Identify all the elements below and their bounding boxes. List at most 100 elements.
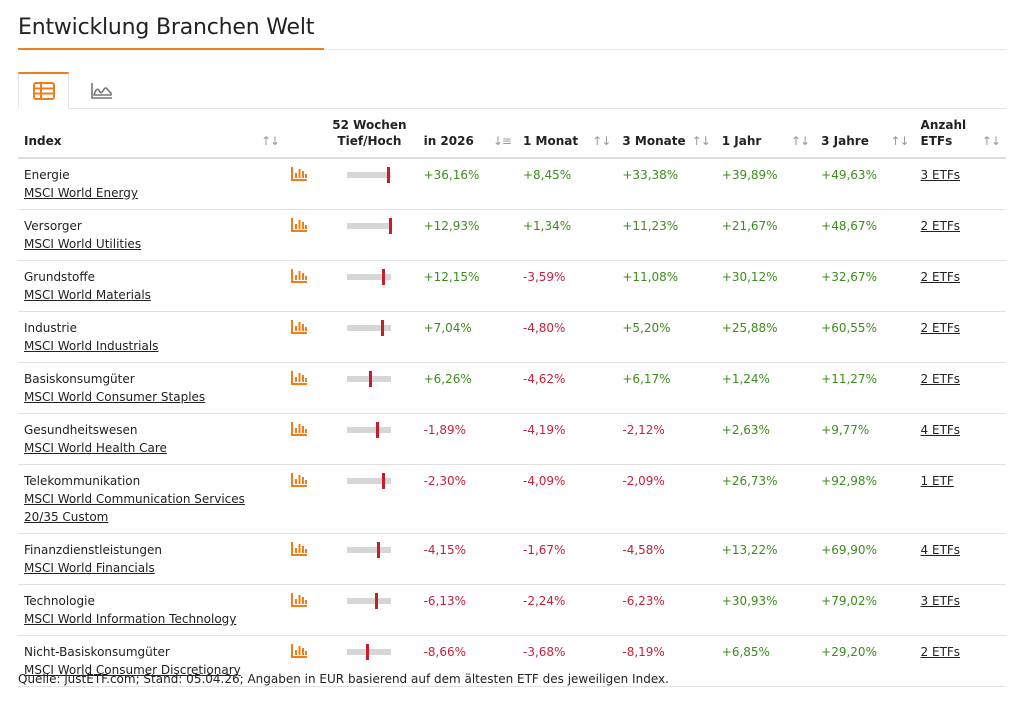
- col-header-1y[interactable]: 1 Jahr ↑↓: [715, 110, 816, 159]
- index-link[interactable]: MSCI World Materials: [24, 288, 151, 302]
- col-label-ytd: in 2026: [423, 134, 474, 148]
- ytd-value: +7,04%: [423, 321, 472, 335]
- bar-chart-icon[interactable]: [291, 593, 308, 612]
- index-link[interactable]: MSCI World Communication Services 20/35 …: [24, 492, 245, 524]
- 1m-cell: +8,45%: [516, 158, 617, 210]
- etf-count-link[interactable]: 3 ETFs: [920, 168, 961, 182]
- index-link[interactable]: MSCI World Information Technology: [24, 612, 237, 626]
- 3y-value: +60,55%: [821, 321, 877, 335]
- col-header-etfs[interactable]: ↑↓ Anzahl ETFs: [914, 110, 1006, 159]
- 52w-range-bar: [347, 593, 392, 609]
- 1y-value: +30,12%: [721, 270, 778, 284]
- etfs-cell: 4 ETFs: [914, 533, 1006, 585]
- index-link[interactable]: MSCI World Financials: [24, 561, 155, 575]
- index-cell: Finanzdienstleistungen MSCI World Financ…: [18, 533, 286, 585]
- 1y-value: +25,88%: [721, 321, 778, 335]
- ytd-cell: -4,15%: [417, 533, 517, 585]
- ytd-value: +6,26%: [423, 372, 472, 386]
- etf-count-link[interactable]: 2 ETFs: [920, 372, 961, 386]
- page-header: Entwicklung Branchen Welt: [18, 10, 1006, 50]
- bar-chart-icon[interactable]: [291, 542, 308, 561]
- sort-icon[interactable]: ↑↓: [260, 134, 280, 148]
- chart-cell: [285, 311, 322, 363]
- 3y-cell: +79,02%: [815, 584, 915, 636]
- etf-count-link[interactable]: 2 ETFs: [920, 270, 961, 284]
- range-cell: [321, 209, 418, 261]
- 1m-value: -3,68%: [522, 645, 566, 659]
- col-header-1m[interactable]: 1 Monat ↑↓: [516, 110, 617, 159]
- col-header-ytd[interactable]: in 2026 ↓≡: [417, 110, 517, 159]
- etf-count-link[interactable]: 2 ETFs: [920, 321, 961, 335]
- tab-chart-view[interactable]: [76, 72, 127, 109]
- 52w-range-marker: [388, 218, 392, 234]
- ytd-cell: -8,66%: [417, 635, 517, 687]
- 3y-value: +32,67%: [821, 270, 877, 284]
- range-cell: [321, 260, 418, 312]
- col-label-3m: 3 Monate: [622, 134, 686, 148]
- 1m-cell: -4,62%: [516, 362, 617, 414]
- table-header-row: Index ↑↓ 52 Wochen Tief/Hoch in 2026 ↓≡ 1 M…: [18, 110, 1006, 159]
- etfs-cell: 2 ETFs: [914, 635, 1006, 687]
- ytd-value: -6,13%: [423, 594, 467, 608]
- index-cell: Technologie MSCI World Information Techn…: [18, 584, 286, 636]
- 52w-range-bar: [347, 542, 392, 558]
- bar-chart-icon[interactable]: [291, 371, 308, 390]
- sort-icon[interactable]: ↑↓: [981, 134, 1001, 148]
- index-link[interactable]: MSCI World Energy: [24, 186, 138, 200]
- 1y-value: +30,93%: [721, 594, 778, 608]
- 1y-cell: +39,89%: [715, 158, 816, 210]
- 1m-cell: -2,24%: [516, 584, 617, 636]
- 1m-value: -3,59%: [522, 270, 566, 284]
- etf-count-link[interactable]: 2 ETFs: [920, 219, 961, 233]
- etfs-cell: 4 ETFs: [914, 413, 1006, 465]
- etfs-cell: 1 ETF: [914, 464, 1006, 534]
- etf-count-link[interactable]: 4 ETFs: [920, 543, 961, 557]
- sector-name: Technologie: [24, 594, 95, 608]
- col-label-range-2: Tief/Hoch: [337, 134, 402, 148]
- index-link[interactable]: MSCI World Industrials: [24, 339, 159, 353]
- etfs-cell: 3 ETFs: [914, 158, 1006, 210]
- col-header-3y[interactable]: 3 Jahre ↑↓: [815, 110, 915, 159]
- sort-desc-icon[interactable]: ↓≡: [492, 134, 512, 148]
- bar-chart-icon[interactable]: [291, 269, 308, 288]
- etf-count-link[interactable]: 3 ETFs: [920, 594, 961, 608]
- 1y-value: +26,73%: [721, 474, 778, 488]
- 1y-cell: +2,63%: [715, 413, 816, 465]
- 3m-cell: +6,17%: [616, 362, 716, 414]
- sector-table: Index ↑↓ 52 Wochen Tief/Hoch in 2026 ↓≡ 1 M…: [18, 110, 1006, 687]
- etf-count-link[interactable]: 2 ETFs: [920, 645, 961, 659]
- 3m-cell: -2,12%: [616, 413, 716, 465]
- 3m-value: -4,58%: [622, 543, 665, 557]
- sort-icon[interactable]: ↑↓: [592, 134, 611, 148]
- 52w-range-bar: [347, 473, 392, 489]
- 1y-cell: +30,93%: [715, 584, 816, 636]
- index-link[interactable]: MSCI World Consumer Discretionary: [24, 663, 241, 677]
- sort-icon[interactable]: ↑↓: [890, 134, 909, 148]
- sort-icon[interactable]: ↑↓: [691, 134, 711, 148]
- etf-count-link[interactable]: 4 ETFs: [920, 423, 961, 437]
- index-link[interactable]: MSCI World Health Care: [24, 441, 167, 455]
- bar-chart-icon[interactable]: [291, 644, 308, 663]
- tab-table-view[interactable]: [18, 72, 69, 109]
- ytd-value: +12,15%: [423, 270, 480, 284]
- etfs-cell: 2 ETFs: [914, 311, 1006, 363]
- ytd-cell: +12,93%: [417, 209, 517, 261]
- 1y-cell: +6,85%: [715, 635, 816, 687]
- 1y-value: +39,89%: [721, 168, 778, 182]
- col-header-3m[interactable]: 3 Monate ↑↓: [616, 110, 716, 159]
- col-header-index[interactable]: Index ↑↓: [18, 110, 286, 159]
- 1m-cell: -3,68%: [516, 635, 617, 687]
- bar-chart-icon[interactable]: [291, 473, 308, 492]
- index-link[interactable]: MSCI World Consumer Staples: [24, 390, 206, 404]
- index-link[interactable]: MSCI World Utilities: [24, 237, 142, 251]
- 1m-cell: -4,09%: [516, 464, 617, 534]
- bar-chart-icon[interactable]: [291, 320, 308, 339]
- sort-icon[interactable]: ↑↓: [791, 134, 810, 148]
- bar-chart-icon[interactable]: [291, 218, 308, 237]
- 1y-cell: +1,24%: [715, 362, 816, 414]
- bar-chart-icon[interactable]: [291, 167, 308, 186]
- 52w-range-marker: [386, 167, 390, 183]
- bar-chart-icon[interactable]: [291, 422, 308, 441]
- etf-count-link[interactable]: 1 ETF: [920, 474, 954, 488]
- sector-name: Grundstoffe: [24, 270, 96, 284]
